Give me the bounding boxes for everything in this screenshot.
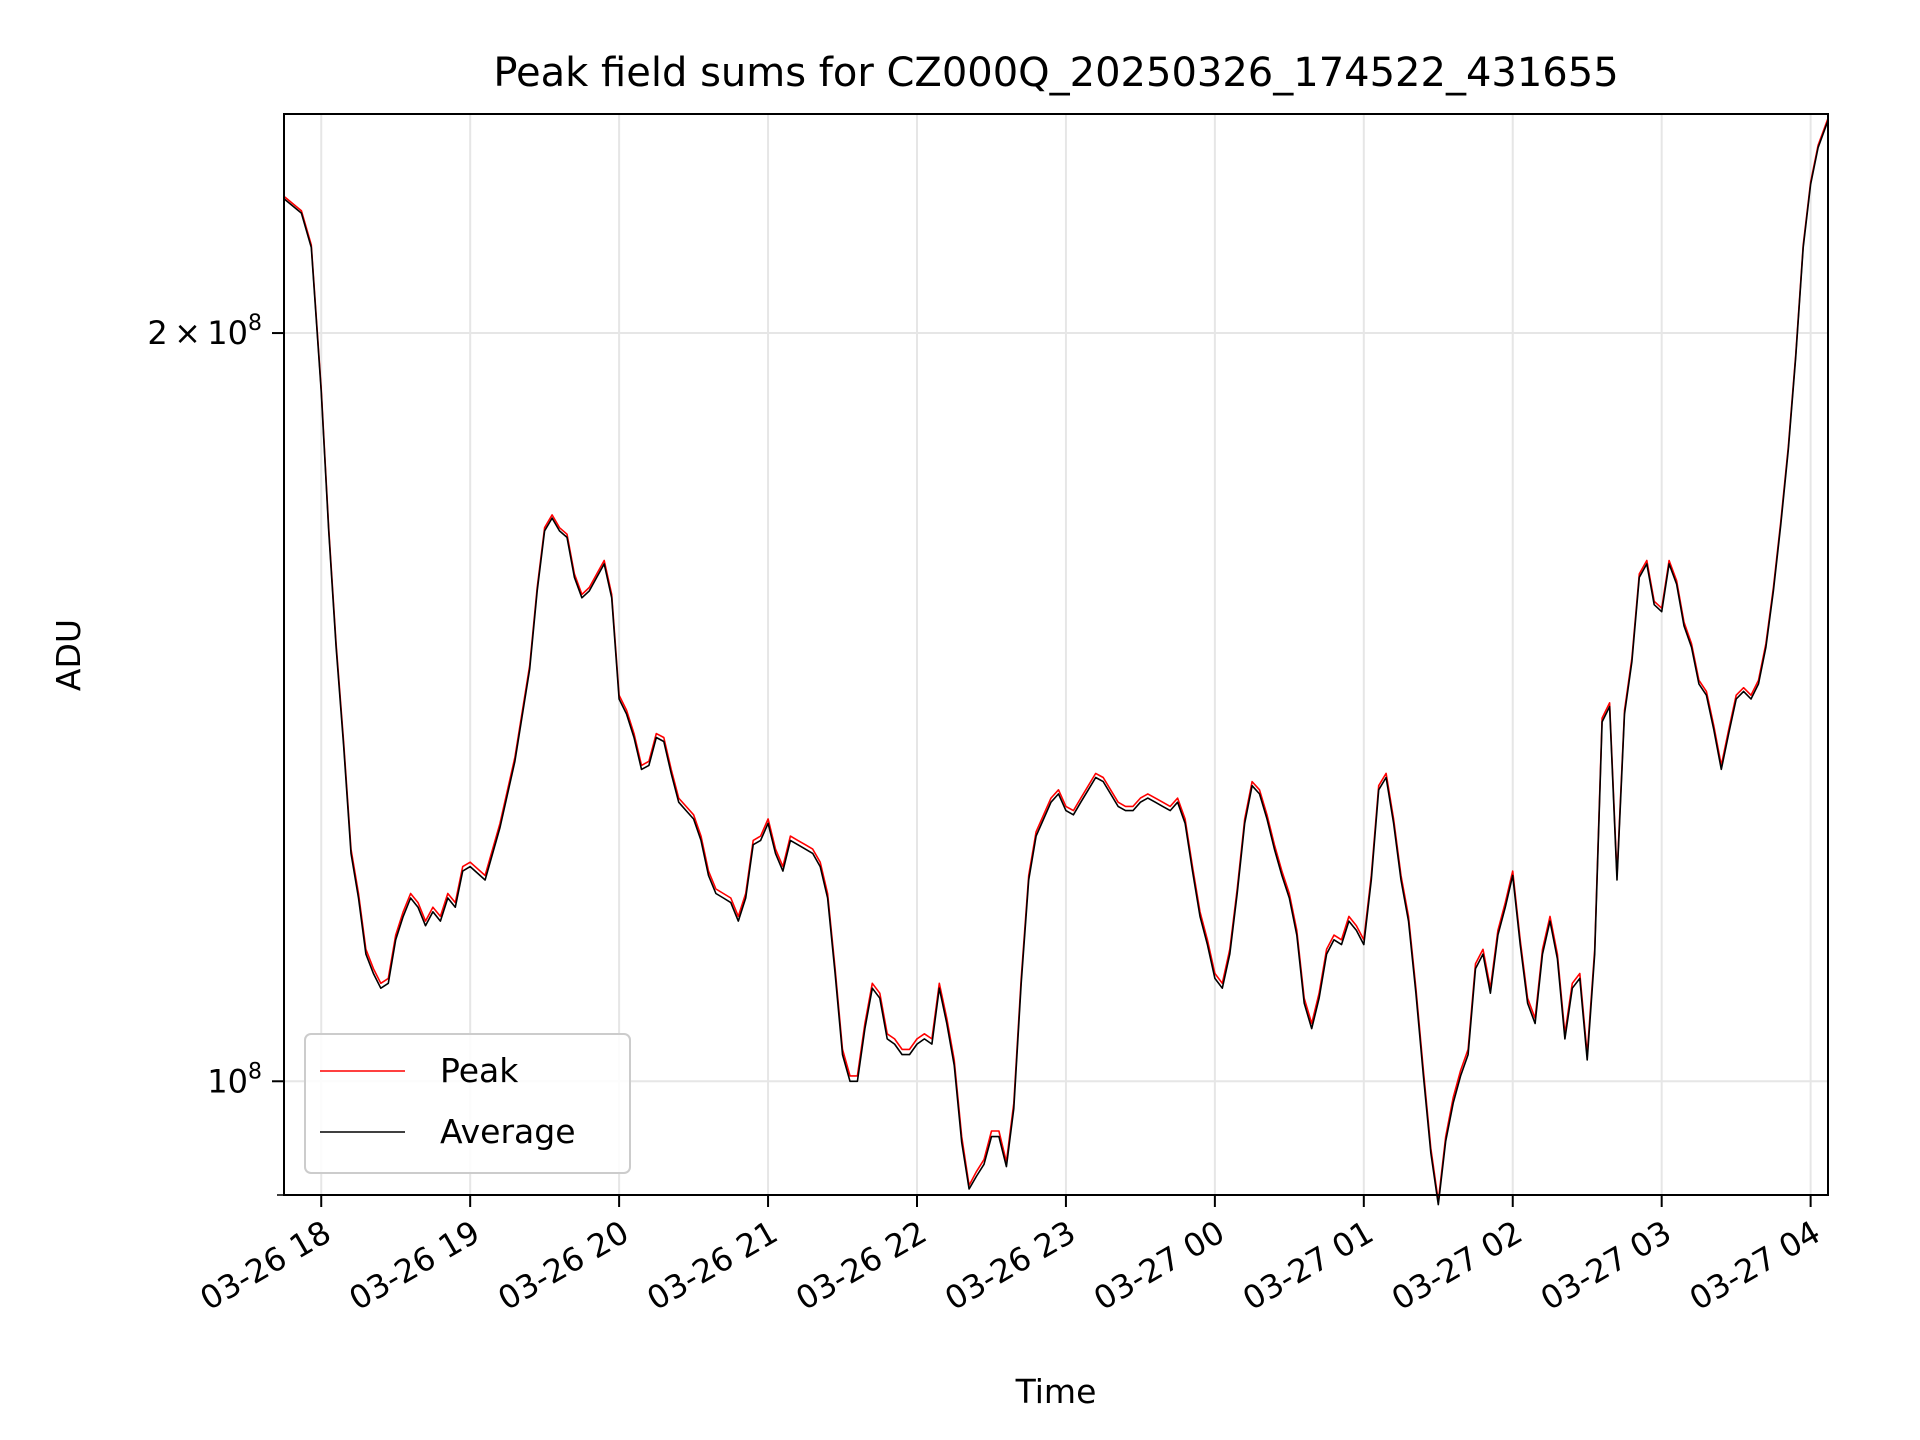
legend: Peak Average (304, 1033, 631, 1174)
legend-label-peak: Peak (440, 1051, 519, 1090)
y-axis: 2 × 108 108 (147, 311, 284, 1196)
y-axis-label: ADU (49, 619, 88, 691)
series-line-peak (283, 118, 1829, 1202)
x-axis-label: Time (1015, 1372, 1097, 1411)
y-tick-label: 108 (207, 1059, 262, 1100)
legend-box (304, 1033, 631, 1174)
series-lines (283, 118, 1829, 1206)
series-line-average (283, 120, 1829, 1206)
legend-label-average: Average (440, 1112, 576, 1151)
plot-frame (283, 113, 1829, 1196)
grid (284, 114, 1828, 1195)
chart-title: Peak field sums for CZ000Q_20250326_1745… (493, 50, 1618, 96)
y-tick-label: 2 × 108 (147, 311, 262, 352)
